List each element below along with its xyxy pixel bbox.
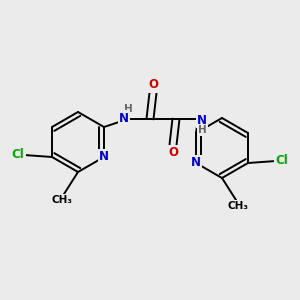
Text: H: H — [198, 125, 206, 135]
Text: O: O — [168, 146, 178, 160]
Text: CH₃: CH₃ — [227, 201, 248, 211]
Text: N: N — [197, 113, 207, 127]
Text: Cl: Cl — [12, 148, 24, 161]
Text: N: N — [191, 157, 201, 169]
Text: N: N — [99, 151, 109, 164]
Text: CH₃: CH₃ — [52, 195, 73, 205]
Text: N: N — [119, 112, 129, 124]
Text: H: H — [124, 104, 132, 114]
Text: Cl: Cl — [276, 154, 288, 167]
Text: O: O — [148, 79, 158, 92]
